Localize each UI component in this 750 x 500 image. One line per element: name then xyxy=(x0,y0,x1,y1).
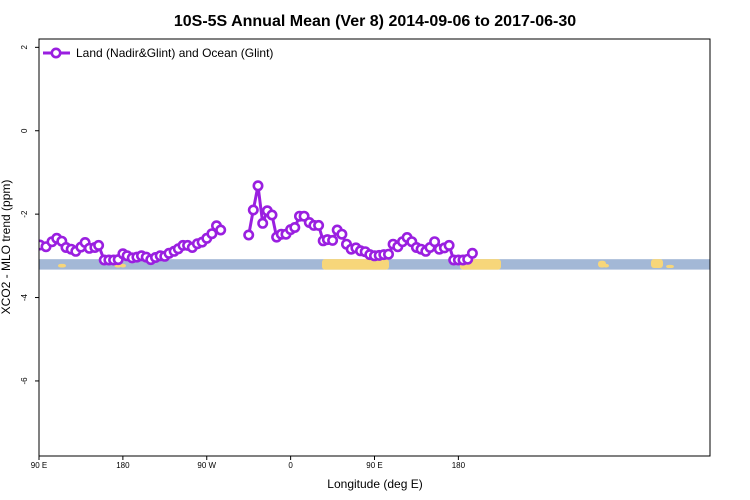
x-tick-label: 90 W xyxy=(197,461,216,470)
x-tick-label: 180 xyxy=(452,461,466,470)
x-axis-label: Longitude (deg E) xyxy=(327,477,422,491)
legend-label: Land (Nadir&Glint) and Ocean (Glint) xyxy=(76,46,273,60)
x-tick-label: 90 E xyxy=(366,461,382,470)
x-tick-label: 90 E xyxy=(31,461,47,470)
new-guinea-island xyxy=(651,259,663,269)
land-ocean-strip xyxy=(39,259,710,270)
data-point xyxy=(93,239,105,251)
y-tick-label: -2 xyxy=(20,210,29,218)
small-islands xyxy=(666,264,674,269)
x-axis: 90 E 180 90 W 0 90 E 180 xyxy=(31,456,466,470)
data-point xyxy=(247,204,259,216)
data-point xyxy=(327,234,339,246)
legend: Land (Nadir&Glint) and Ocean (Glint) xyxy=(43,46,273,60)
series-group xyxy=(39,180,478,266)
data-point xyxy=(466,247,478,259)
series-layer xyxy=(39,180,478,266)
y-tick-label: -4 xyxy=(20,293,29,301)
y-tick-label: -6 xyxy=(20,377,29,385)
x-tick-label: 180 xyxy=(116,461,130,470)
data-point xyxy=(443,239,455,251)
java-island-west xyxy=(58,263,66,268)
data-point xyxy=(336,228,348,240)
plot-frame xyxy=(38,38,711,457)
y-tick-label: 2 xyxy=(20,45,29,50)
java-island-east xyxy=(603,263,609,268)
data-point xyxy=(206,228,218,240)
data-point xyxy=(252,180,264,192)
y-axis: 2 0 -2 -4 -6 xyxy=(20,45,39,385)
americas-landmass xyxy=(322,259,389,270)
data-point xyxy=(266,209,278,221)
data-point xyxy=(289,222,301,234)
data-point xyxy=(243,229,255,241)
y-tick-label: 0 xyxy=(20,128,29,133)
x-tick-label: 0 xyxy=(288,461,293,470)
data-point xyxy=(313,219,325,231)
y-axis-label: XCO2 - MLO trend (ppm) xyxy=(0,180,13,315)
legend-marker xyxy=(50,47,62,59)
data-point xyxy=(215,224,227,236)
java-island xyxy=(120,263,126,268)
data-point xyxy=(429,236,441,248)
data-point xyxy=(257,217,269,229)
data-point xyxy=(382,248,394,260)
chart-title: 10S-5S Annual Mean (Ver 8) 2014-09-06 to… xyxy=(174,13,576,30)
